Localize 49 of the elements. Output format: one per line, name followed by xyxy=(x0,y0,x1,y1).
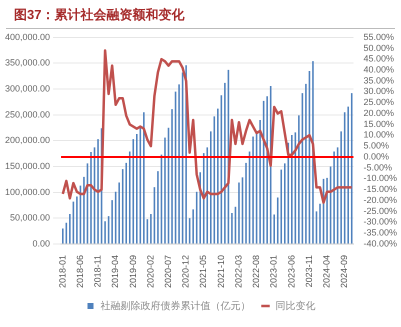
y2-tick-label: 45.00% xyxy=(363,54,394,64)
y2-tick-label: 35.00% xyxy=(363,75,394,86)
y-tick-label: 150,000.00 xyxy=(4,160,50,171)
y-tick-label: 300,000.00 xyxy=(4,84,50,94)
y2-tick-label: 40.00% xyxy=(363,64,394,74)
y2-tick-label: -25.00% xyxy=(363,206,398,216)
y2-tick-label: 30.00% xyxy=(363,86,394,96)
x-tick-label: 2021-10 xyxy=(216,254,226,288)
x-tick-label: 2023-06 xyxy=(286,254,296,288)
y-tick-label: 250,000.00 xyxy=(4,109,50,120)
x-tick-label: 2019-09 xyxy=(128,254,138,288)
x-tick-label: 2022-03 xyxy=(233,254,244,288)
y-tick-label: 100,000.00 xyxy=(4,186,50,197)
x-tick-label: 2024-04 xyxy=(322,254,332,288)
y2-tick-label: -35.00% xyxy=(363,228,398,238)
x-tick-label: 2023-11 xyxy=(304,254,314,288)
chart-title: 图37：累计社会融资额和变化 xyxy=(6,0,395,29)
y2-tick-label: 0.00% xyxy=(363,151,390,162)
y2-tick-label: -30.00% xyxy=(363,216,398,227)
x-tick-label: 2023-01 xyxy=(268,254,279,288)
y2-tick-label: -15.00% xyxy=(363,184,398,194)
y2-tick-label: 55.00% xyxy=(363,32,394,42)
y2-tick-label: -20.00% xyxy=(363,194,398,205)
y2-tick-label: 25.00% xyxy=(363,97,394,108)
x-tick-label: 2024-09 xyxy=(339,254,350,288)
y2-tick-label: 50.00% xyxy=(363,42,394,53)
y2-tick-label: -10.00% xyxy=(363,173,398,184)
legend-label: 社融剔除政府债券累计值（亿元） xyxy=(100,300,250,312)
x-tick-label: 2019-04 xyxy=(110,254,120,288)
y2-tick-label: 20.00% xyxy=(363,108,394,118)
x-tick-label: 2021-05 xyxy=(198,254,208,288)
y-tick-label: 0.00 xyxy=(32,238,50,248)
x-tick-label: 2018-11 xyxy=(92,254,103,288)
y2-tick-label: -40.00% xyxy=(363,238,398,248)
x-tick-label: 2018-06 xyxy=(74,254,85,288)
y-tick-label: 200,000.00 xyxy=(4,135,50,146)
x-tick-label: 2020-12 xyxy=(180,254,191,288)
y2-tick-label: 15.00% xyxy=(363,118,394,129)
legend-label: 同比变化 xyxy=(276,300,316,312)
y2-tick-label: -5.00% xyxy=(363,162,392,172)
y2-tick-label: 10.00% xyxy=(363,130,394,140)
y-tick-label: 50,000.00 xyxy=(10,212,50,223)
x-tick-label: 2020-07 xyxy=(162,254,173,288)
y-tick-label: 350,000.00 xyxy=(4,58,50,68)
x-tick-label: 2022-08 xyxy=(251,254,262,288)
y-tick-label: 400,000.00 xyxy=(4,32,50,42)
x-tick-label: 2018-01 xyxy=(57,254,68,288)
y2-tick-label: 5.00% xyxy=(363,140,390,151)
x-tick-label: 2020-02 xyxy=(145,254,156,288)
